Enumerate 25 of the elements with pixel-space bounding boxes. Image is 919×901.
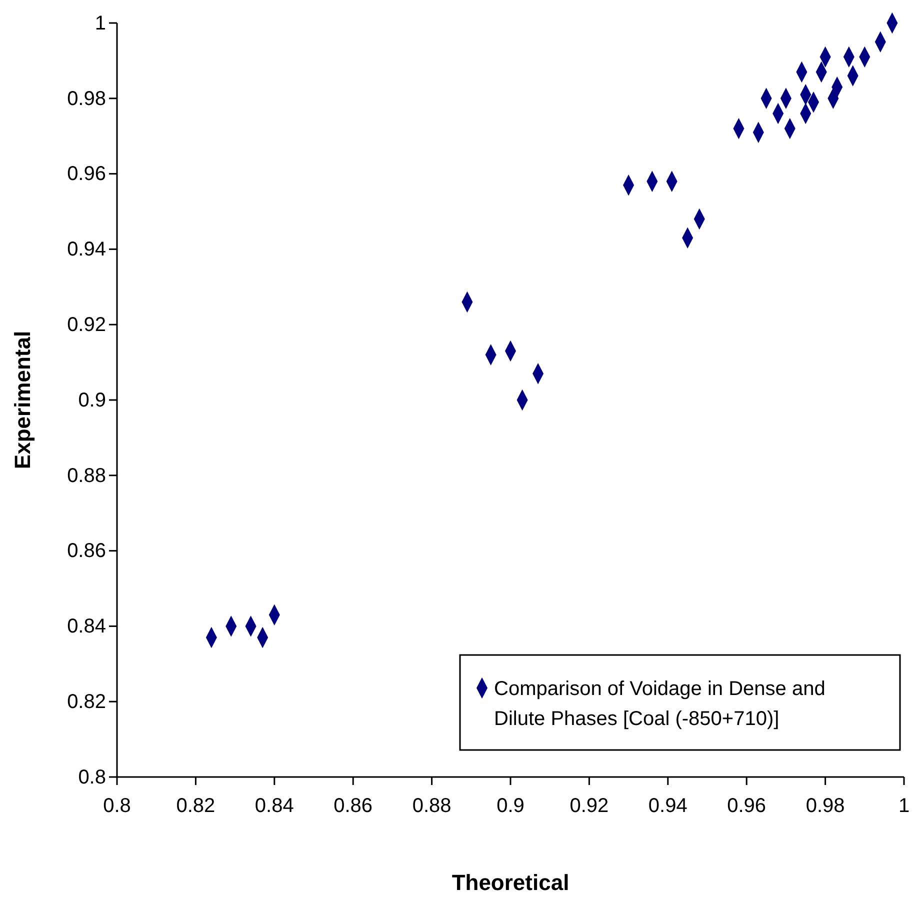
y-tick-label: 0.86 (67, 540, 106, 562)
x-tick-label: 0.96 (727, 795, 766, 817)
y-axis-title: Experimental (10, 330, 35, 470)
x-tick-label: 0.84 (254, 795, 294, 817)
y-tick-label: 0.84 (67, 616, 106, 638)
x-tick-label: 0.86 (334, 795, 373, 817)
x-tick-label: 0.8 (103, 795, 131, 817)
x-tick-label: 0.92 (570, 795, 609, 817)
y-tick-label: 0.98 (67, 88, 106, 110)
x-tick-label: 0.98 (806, 795, 845, 817)
x-tick-label: 0.82 (176, 795, 216, 817)
y-tick-label: 0.96 (67, 163, 106, 186)
x-tick-label: 0.9 (496, 795, 524, 817)
y-tick-label: 0.94 (67, 238, 106, 261)
x-tick-label: 0.88 (412, 795, 452, 817)
y-tick-label: 0.92 (67, 314, 106, 336)
y-tick-label: 0.88 (67, 464, 106, 487)
y-tick-label: 0.8 (78, 766, 106, 788)
legend-label: Comparison of Voidage in Dense and Dilute Phases [Coal (-850+710)] (494, 678, 826, 730)
x-tick-label: 1 (898, 795, 910, 817)
y-tick-label: 0.82 (67, 691, 106, 713)
y-tick-label: 1 (94, 12, 106, 34)
x-axis-title: Theoretical (452, 870, 570, 895)
x-tick-label: 0.94 (648, 795, 688, 817)
y-tick-label: 0.9 (78, 389, 106, 412)
